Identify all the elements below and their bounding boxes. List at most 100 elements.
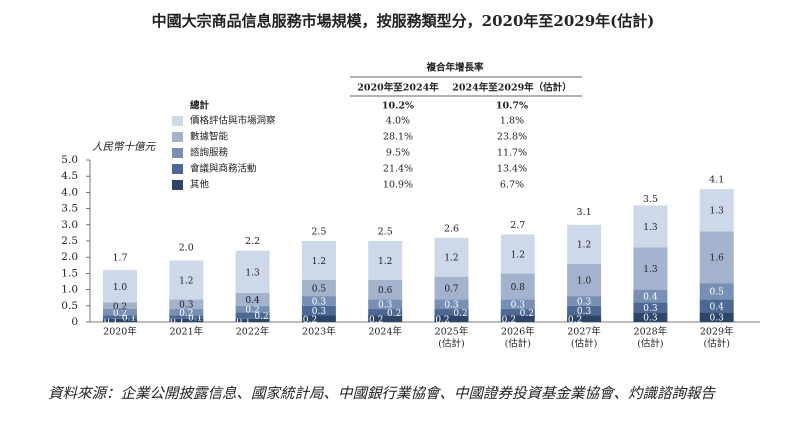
bar-segment [434, 237, 469, 277]
y-tick-label: 4.0 [61, 186, 78, 198]
bar-segment [633, 247, 668, 290]
bar-segment [567, 263, 602, 297]
cagr-total: 10.7% [496, 101, 528, 112]
total-label: 4.1 [709, 175, 724, 186]
legend-swatch [172, 148, 183, 158]
bar-segment [567, 224, 602, 264]
x-tick-label: 2026年 [501, 326, 535, 338]
total-label: 3.5 [643, 194, 658, 205]
bar-segment [169, 260, 204, 300]
value-label: 1.2 [577, 241, 591, 251]
bar-segment [567, 315, 602, 322]
bar-segment [434, 315, 469, 322]
value-label: 0.2 [113, 302, 127, 312]
legend-label: 其他 [190, 179, 210, 191]
value-label: 0.3 [312, 307, 327, 317]
bar-segment [434, 309, 469, 316]
value-label: 0.3 [444, 301, 459, 311]
bar-segment [699, 312, 734, 322]
value-label: 0.1 [170, 317, 184, 327]
legend-total: 總計 [190, 100, 210, 112]
x-tick-label: 2022年 [236, 326, 270, 338]
bar-segment [235, 318, 270, 322]
legend-label: 數據智能 [190, 131, 229, 143]
value-label: 0.2 [179, 309, 193, 319]
source-note: 資料來源：企業公開披露信息、國家統計局、中國銀行業協會、中國證券投資基金業協會、… [48, 386, 715, 402]
legend-swatch [172, 164, 183, 174]
cagr-value: 10.9% [383, 180, 413, 191]
cagr-total: 10.2% [382, 101, 414, 112]
value-label: 1.2 [378, 257, 392, 267]
value-label: 1.3 [643, 265, 658, 275]
bar-segment [500, 315, 535, 322]
bar-segment [103, 302, 137, 310]
legend-label: 價格評估與市場洞察 [190, 115, 276, 127]
bar-segment [301, 241, 336, 280]
y-tick-label: 4.5 [61, 170, 78, 182]
bar-segment [169, 309, 204, 316]
value-label: 0.2 [254, 312, 268, 322]
value-label: 0.3 [179, 301, 194, 311]
cagr-value: 28.1% [383, 132, 413, 143]
value-label: 1.2 [179, 276, 193, 286]
value-label: 0.3 [511, 301, 526, 311]
value-label: 0.5 [312, 284, 327, 294]
y-tick-label: 1.5 [61, 267, 78, 279]
total-label: 2.7 [510, 220, 525, 231]
bar-segment [235, 305, 270, 313]
bar-segment [434, 276, 469, 300]
bar-segment [169, 299, 204, 310]
value-label: 0.3 [378, 301, 393, 311]
value-label: 0.3 [577, 307, 592, 317]
total-label: 2.6 [444, 223, 459, 234]
bar-segment [567, 296, 602, 306]
legend-swatch [172, 116, 183, 126]
cagr-value: 13.4% [497, 164, 527, 175]
bar-segment [235, 292, 270, 306]
value-label: 0.6 [378, 286, 393, 296]
y-tick-label: 1.0 [61, 284, 78, 296]
value-label: 0.4 [643, 293, 658, 303]
y-tick-label: 5.0 [61, 154, 78, 166]
value-label: 0.2 [568, 315, 582, 325]
x-tick-sublabel: (估計) [703, 338, 729, 350]
bar-segment [633, 302, 668, 313]
value-label: 0.2 [520, 309, 534, 319]
x-tick-sublabel: (估計) [571, 338, 597, 350]
x-tick-sublabel: (估計) [637, 338, 663, 350]
value-label: 1.0 [113, 283, 128, 293]
x-tick-label: 2029年 [700, 326, 734, 338]
x-tick-label: 2028年 [634, 326, 668, 338]
bar-segment [301, 279, 336, 297]
bar-segment [368, 279, 403, 300]
value-label: 0.2 [435, 315, 449, 325]
x-tick-sublabel: (估計) [505, 338, 531, 350]
bar-segment [368, 241, 403, 280]
bar-segment [368, 315, 403, 322]
bar-segment [500, 234, 535, 274]
bar-segment [699, 231, 734, 284]
total-label: 2.5 [311, 227, 326, 238]
y-tick-label: 0.5 [61, 300, 78, 312]
value-label: 0.7 [444, 284, 459, 294]
y-tick-label: 2.5 [61, 235, 78, 247]
chart-title: 中國大宗商品信息服務市場規模，按服務類型分，2020年至2029年(估計) [152, 12, 655, 30]
value-label: 0.5 [710, 288, 725, 298]
bar-segment [301, 296, 336, 306]
y-tick-label: 3.5 [61, 203, 78, 215]
bar-segment [368, 309, 403, 316]
value-label: 0.3 [643, 314, 658, 324]
total-label: 3.1 [577, 207, 592, 218]
value-label: 1.2 [511, 250, 525, 260]
value-label: 1.3 [643, 223, 658, 233]
value-label: 0.2 [113, 309, 127, 319]
legend-swatch [172, 180, 183, 190]
value-label: 0.2 [303, 315, 317, 325]
cagr-value: 23.8% [497, 132, 527, 143]
value-label: 0.2 [369, 315, 383, 325]
total-label: 2.5 [378, 227, 393, 238]
legend-label: 會議與商務活動 [190, 163, 257, 175]
x-tick-label: 2027年 [567, 326, 601, 338]
bar-segment [103, 315, 137, 319]
bar-segment [633, 312, 668, 322]
